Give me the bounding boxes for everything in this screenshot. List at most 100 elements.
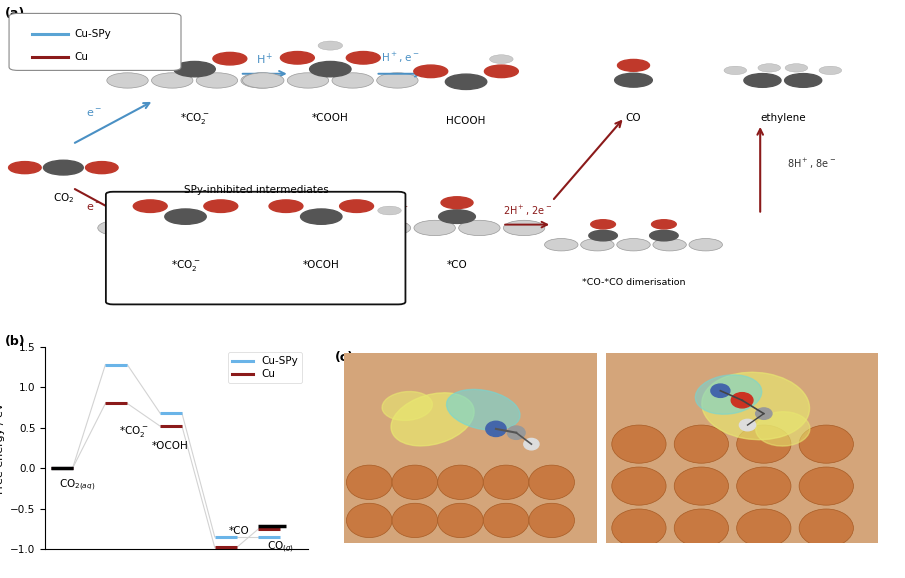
Circle shape [377,206,401,215]
Circle shape [486,421,506,436]
Ellipse shape [446,390,520,430]
Circle shape [785,73,822,87]
Circle shape [612,467,666,505]
Circle shape [278,220,319,236]
Circle shape [737,425,791,463]
Circle shape [369,220,411,236]
Circle shape [165,209,206,224]
Circle shape [414,65,448,77]
Circle shape [711,384,730,398]
Circle shape [86,162,118,173]
Circle shape [151,73,193,88]
Circle shape [392,465,438,499]
Text: Cu: Cu [74,52,88,62]
Circle shape [689,239,722,251]
Text: SPy-inhibited intermediates: SPy-inhibited intermediates [184,185,329,195]
Text: *CO: *CO [447,260,467,270]
Circle shape [204,200,238,213]
Text: H$^+$, e$^-$: H$^+$, e$^-$ [381,51,421,65]
Circle shape [287,73,329,88]
Circle shape [612,509,666,547]
Circle shape [9,162,42,173]
Circle shape [98,220,139,236]
Circle shape [438,503,483,538]
Ellipse shape [756,412,810,446]
Circle shape [300,209,342,224]
Circle shape [232,220,273,236]
Circle shape [490,55,513,64]
Circle shape [243,73,284,88]
Circle shape [332,73,374,88]
Legend: Cu-SPy, Cu: Cu-SPy, Cu [228,352,302,383]
Circle shape [376,73,418,88]
Circle shape [529,503,575,538]
Circle shape [786,64,807,72]
Text: CO$_{2(aq)}$: CO$_{2(aq)}$ [59,478,95,493]
Circle shape [174,61,215,77]
Circle shape [589,230,617,241]
Circle shape [269,200,303,213]
Circle shape [241,73,282,88]
Text: 8H$^+$, 8e$^-$: 8H$^+$, 8e$^-$ [787,157,836,171]
Circle shape [310,61,351,77]
Circle shape [483,503,529,538]
Circle shape [323,220,365,236]
Text: *CO: *CO [228,527,249,536]
Text: 2H$^+$, 2e$^-$: 2H$^+$, 2e$^-$ [503,203,552,217]
Circle shape [43,160,83,175]
Circle shape [503,220,545,236]
Circle shape [612,425,666,463]
Circle shape [614,73,653,87]
Circle shape [347,465,392,499]
Circle shape [617,239,650,251]
Text: *CO-*CO dimerisation: *CO-*CO dimerisation [582,278,685,287]
Circle shape [674,509,729,547]
Circle shape [758,64,780,72]
Circle shape [581,239,614,251]
Text: CO$_{(g)}$: CO$_{(g)}$ [267,539,294,555]
Circle shape [107,73,148,88]
Text: *OCOH: *OCOH [152,442,188,451]
Circle shape [731,392,753,408]
Y-axis label: Free energy / eV: Free energy / eV [0,402,5,494]
Circle shape [347,51,380,64]
Circle shape [318,41,343,50]
Text: (a): (a) [5,7,24,20]
Text: H$^+$: H$^+$ [256,51,274,67]
Text: CO$_2$: CO$_2$ [52,191,74,205]
Circle shape [799,467,853,505]
Circle shape [819,66,842,75]
Circle shape [737,509,791,547]
Text: ethylene: ethylene [760,113,805,123]
FancyBboxPatch shape [9,13,181,71]
Circle shape [545,239,578,251]
Circle shape [392,503,438,538]
Text: CO: CO [625,113,642,123]
Circle shape [439,210,475,224]
Text: HCOOH: HCOOH [446,116,486,126]
Circle shape [652,220,676,229]
FancyBboxPatch shape [106,192,405,305]
Circle shape [213,53,247,65]
Circle shape [756,408,772,419]
Circle shape [414,220,455,236]
Circle shape [441,197,473,209]
Text: Cu-SPy: Cu-SPy [74,28,111,39]
Circle shape [133,200,167,213]
Circle shape [529,465,575,499]
Circle shape [187,220,229,236]
Circle shape [508,426,525,439]
Text: H$^+$, e$^-$: H$^+$, e$^-$ [369,203,409,217]
Text: *CO$_2^-$: *CO$_2^-$ [119,424,148,439]
Circle shape [459,220,500,236]
Ellipse shape [695,375,762,414]
Circle shape [484,65,519,77]
Circle shape [524,438,539,450]
Circle shape [799,425,853,463]
Text: (c): (c) [335,351,354,364]
Circle shape [281,51,314,64]
Ellipse shape [391,393,474,446]
Circle shape [650,230,678,241]
Text: H$^+$: H$^+$ [244,202,262,218]
Text: *OCOH: *OCOH [303,260,339,270]
